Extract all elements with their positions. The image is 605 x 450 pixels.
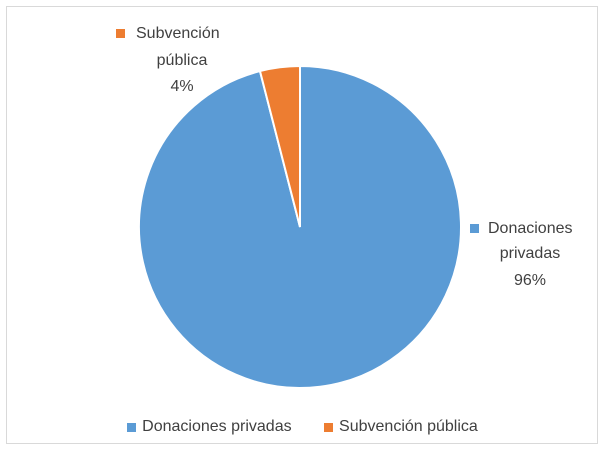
legend-item-subvencion-publica: Subvención pública: [324, 418, 478, 436]
data-label-swatch-donaciones-privadas: [470, 224, 479, 233]
data-label-subvencion-publica: Subvención pública 4%: [116, 25, 220, 95]
legend-swatch-subvencion-publica: [324, 422, 334, 432]
data-label-swatch-subvencion-publica: [116, 29, 125, 38]
data-label-category-line-donaciones-privadas: Donaciones: [488, 220, 573, 237]
data-label-value-donaciones-privadas: 96%: [514, 272, 546, 289]
data-label-category-line-subvencion-publica: Subvención: [136, 25, 220, 42]
legend: Donaciones privadas Subvención pública: [0, 418, 605, 437]
legend-item-donaciones-privadas: Donaciones privadas: [127, 418, 292, 436]
legend-label-donaciones-privadas: Donaciones privadas: [142, 418, 292, 435]
pie-slice-subvencion-publica: [258, 64, 301, 228]
data-label-donaciones-privadas: Donaciones privadas 96%: [470, 220, 573, 289]
data-label-value-subvencion-publica: 4%: [170, 78, 193, 95]
data-label-category-line-donaciones-privadas: privadas: [500, 245, 560, 262]
legend-swatch-donaciones-privadas: [127, 422, 137, 432]
data-label-category-line-subvencion-publica: pública: [157, 52, 208, 69]
legend-label-subvencion-publica: Subvención pública: [339, 418, 478, 435]
